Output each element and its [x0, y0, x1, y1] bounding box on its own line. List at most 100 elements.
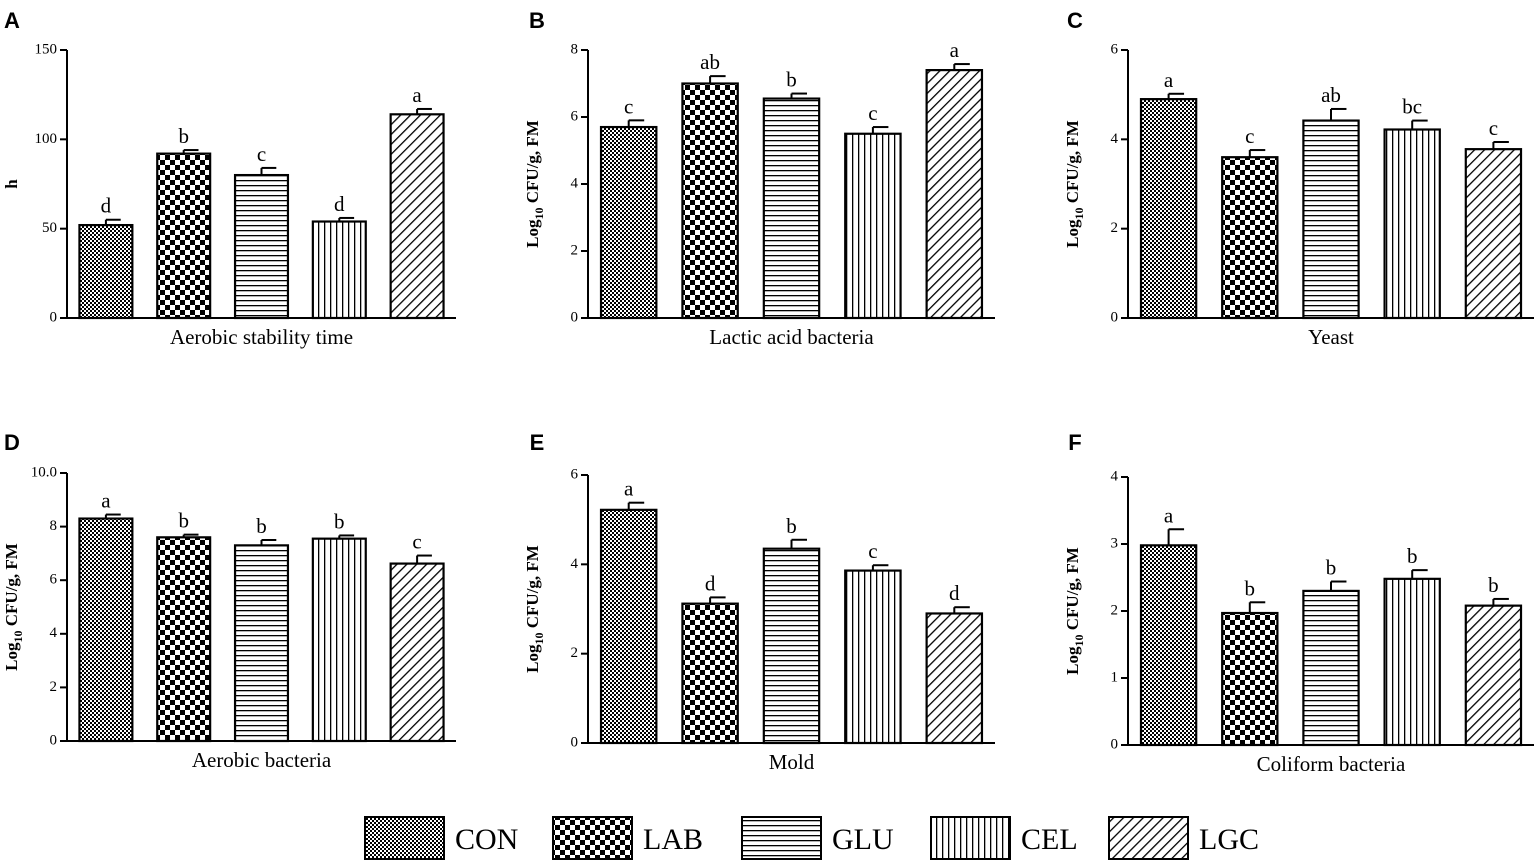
y-tick-label: 10.0 [31, 464, 57, 480]
y-tick-label: 6 [571, 466, 579, 482]
significance-letter: a [624, 477, 634, 501]
y-tick-label: 0 [571, 309, 579, 325]
panel-label: D [4, 430, 20, 455]
legend-item-lgc: LGC [1108, 816, 1259, 860]
bar-lgc [389, 562, 445, 743]
significance-letter: a [1164, 503, 1174, 527]
legend-swatch [930, 816, 1011, 860]
y-tick-label: 6 [50, 572, 58, 588]
x-axis-label: Aerobic stability time [170, 325, 353, 349]
y-axis-label: Log10 CFU/g, FM [523, 545, 546, 673]
bar-lgc [389, 113, 445, 320]
significance-letter: a [101, 489, 111, 513]
y-tick-label: 0 [571, 734, 579, 750]
y-tick-label: 2 [1111, 602, 1119, 618]
y-axis-label: Log10 CFU/g, FM [523, 120, 546, 248]
significance-letter: ab [1321, 83, 1341, 107]
bar-cel [1383, 577, 1441, 747]
bar-glu [1302, 119, 1360, 320]
legend-item-lab: LAB [552, 816, 703, 860]
legend-item-con: CON [364, 816, 518, 860]
significance-letter: b [256, 514, 267, 538]
y-tick-label: 0 [1111, 309, 1119, 325]
y-tick-label: 2 [1111, 220, 1119, 236]
x-axis-label: Lactic acid bacteria [709, 325, 874, 349]
significance-letter: c [868, 539, 877, 563]
significance-letter: b [1245, 576, 1256, 600]
significance-letter: d [705, 571, 716, 595]
bar-cel [844, 132, 902, 320]
chart-panel-c: Ca c ab bc c 0 2 4 6 Yeast Log10 CFU/g, FM [1063, 8, 1534, 349]
significance-letter: d [949, 581, 960, 605]
legend: CON LAB GLU CEL LGC [364, 816, 1259, 860]
y-tick-label: 6 [571, 108, 579, 124]
y-tick-label: 0 [1111, 736, 1119, 752]
y-tick-label: 150 [35, 41, 58, 57]
significance-letter: c [868, 101, 877, 125]
bar-lab [681, 602, 739, 745]
bar-con [78, 517, 134, 743]
significance-letter: b [786, 68, 797, 92]
legend-swatch [364, 816, 445, 860]
bar-lab [681, 82, 739, 320]
significance-letter: a [412, 83, 422, 107]
legend-label: LAB [643, 823, 703, 856]
significance-letter: d [334, 192, 345, 216]
y-axis-label: Log10 CFU/g, FM [1063, 120, 1086, 248]
panel-label: C [1067, 8, 1083, 33]
bar-glu [233, 544, 290, 743]
bar-lab [1221, 611, 1279, 747]
significance-letter: c [412, 530, 421, 554]
significance-letter: b [178, 509, 189, 533]
y-axis-label: Log10 CFU/g, FM [2, 543, 25, 671]
chart-panel-d: Da b b b c 0 2 4 6 8 10.0 Aerobic bacteria Log10 CFU… [2, 430, 456, 772]
y-tick-label: 0 [50, 732, 58, 748]
significance-letter: b [1488, 573, 1499, 597]
significance-letter: a [950, 38, 960, 62]
significance-letter: d [101, 194, 112, 218]
y-tick-label: 0 [50, 309, 58, 325]
panel-label: A [4, 8, 20, 33]
panel-label: E [530, 430, 545, 455]
significance-letter: a [1164, 68, 1174, 92]
bar-con [599, 125, 658, 320]
y-tick-label: 1 [1111, 669, 1119, 685]
bar-glu [233, 173, 290, 320]
y-tick-label: 4 [50, 625, 58, 641]
legend-label: GLU [832, 823, 894, 856]
bar-cel [311, 220, 367, 320]
bar-lab [156, 152, 212, 320]
bar-lab [156, 536, 212, 743]
chart-panel-b: Bc ab b c a 0 2 4 6 8 Lactic acid bacteria Log10 CF… [523, 8, 995, 349]
panel-label: F [1068, 430, 1081, 455]
legend-swatch [552, 816, 633, 860]
bar-lgc [925, 68, 984, 320]
legend-swatch [1108, 816, 1189, 860]
bar-lgc [1464, 604, 1523, 747]
significance-letter: c [624, 94, 633, 118]
legend-item-glu: GLU [741, 816, 894, 860]
y-axis-label: h [2, 179, 21, 189]
bar-con [1139, 544, 1198, 747]
bar-cel [311, 537, 367, 743]
legend-label: CON [455, 823, 518, 856]
bar-con [1139, 98, 1198, 320]
significance-letter: b [334, 509, 345, 533]
bar-con [78, 223, 134, 320]
y-tick-label: 4 [571, 175, 579, 191]
y-tick-label: 2 [571, 242, 579, 258]
significance-letter: b [1407, 544, 1418, 568]
x-axis-label: Coliform bacteria [1257, 752, 1406, 776]
bar-glu [762, 547, 821, 745]
x-axis-label: Yeast [1308, 325, 1354, 349]
x-axis-label: Aerobic bacteria [192, 748, 332, 772]
significance-letter: c [1489, 116, 1498, 140]
significance-letter: bc [1402, 95, 1422, 119]
y-tick-label: 50 [42, 220, 57, 236]
significance-letter: b [786, 514, 797, 538]
y-tick-label: 2 [50, 679, 58, 695]
y-tick-label: 8 [571, 41, 579, 57]
panel-label: B [529, 8, 545, 33]
bar-lgc [925, 612, 984, 745]
